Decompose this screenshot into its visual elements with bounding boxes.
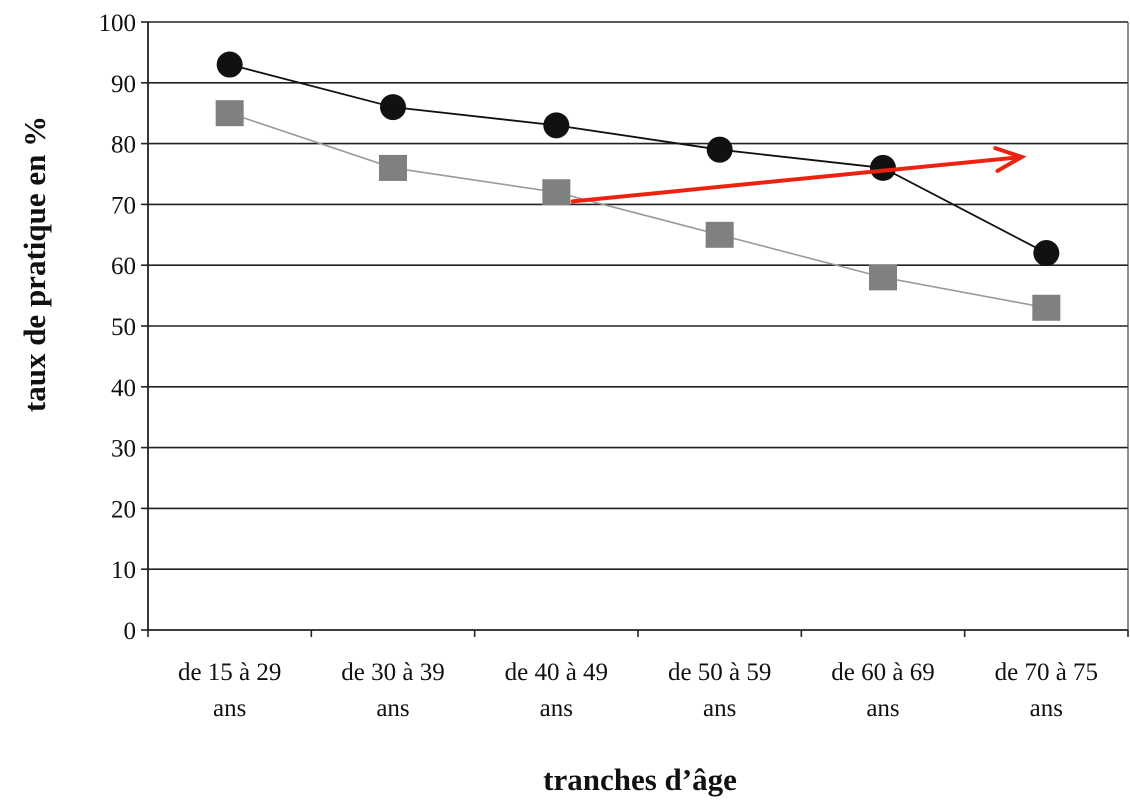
y-tick-label: 90: [111, 71, 136, 98]
data-point-square: [542, 179, 571, 206]
y-tick-label: 60: [111, 253, 136, 280]
data-point-square: [869, 264, 897, 291]
x-tick-label: de 30 à 39 ans: [341, 659, 444, 722]
y-tick-label: 80: [111, 132, 136, 159]
data-point-circle: [216, 51, 243, 78]
annotation-arrow: [570, 146, 1027, 204]
data-point-circle: [543, 112, 570, 139]
series-line: [229, 63, 1047, 254]
y-tick-label: 0: [124, 618, 137, 645]
y-tick-label: 50: [111, 314, 136, 341]
data-point-square: [1032, 294, 1061, 321]
y-tick-label: 40: [111, 375, 136, 402]
y-axis-title: taux de pratique en %: [17, 116, 52, 412]
data-point-circle: [870, 154, 896, 181]
y-tick-label: 30: [111, 436, 136, 463]
x-tick-label: de 70 à 75 ans: [995, 659, 1098, 722]
data-point-circle: [380, 94, 406, 121]
series-line: [229, 112, 1047, 309]
arrow-shaft: [570, 154, 1024, 204]
x-tick-label: de 15 à 29 ans: [178, 659, 281, 722]
y-tick-label: 100: [99, 10, 137, 37]
series: [215, 51, 1061, 321]
data-point-circle: [1033, 240, 1060, 267]
y-tick-labels: 0 10 20 30 40 50 60 70 80 90 100: [99, 10, 137, 645]
y-tick-label: 10: [111, 557, 136, 584]
x-axis-title: tranches d’âge: [543, 762, 737, 797]
x-tick-label: de 40 à 49 ans: [505, 659, 608, 722]
arrow-head: [993, 146, 1027, 173]
data-point-square: [379, 154, 407, 181]
y-tick-label: 70: [111, 192, 136, 219]
data-point-square: [215, 100, 244, 127]
series-circle: [216, 51, 1060, 267]
x-tick-labels: de 15 à 29 ans de 30 à 39 ans de 40 à 49 ans d…: [178, 659, 1098, 722]
x-tick-label: de 50 à 59 ans: [668, 659, 771, 722]
y-tick-label: 20: [111, 496, 136, 523]
annotations: [570, 146, 1027, 204]
x-tick-label: de 60 à 69 ans: [831, 659, 934, 722]
axes: [141, 21, 1129, 637]
gridlines: [148, 21, 1128, 571]
data-point-square: [705, 221, 734, 248]
data-point-circle: [706, 136, 733, 163]
series-square: [215, 100, 1061, 321]
